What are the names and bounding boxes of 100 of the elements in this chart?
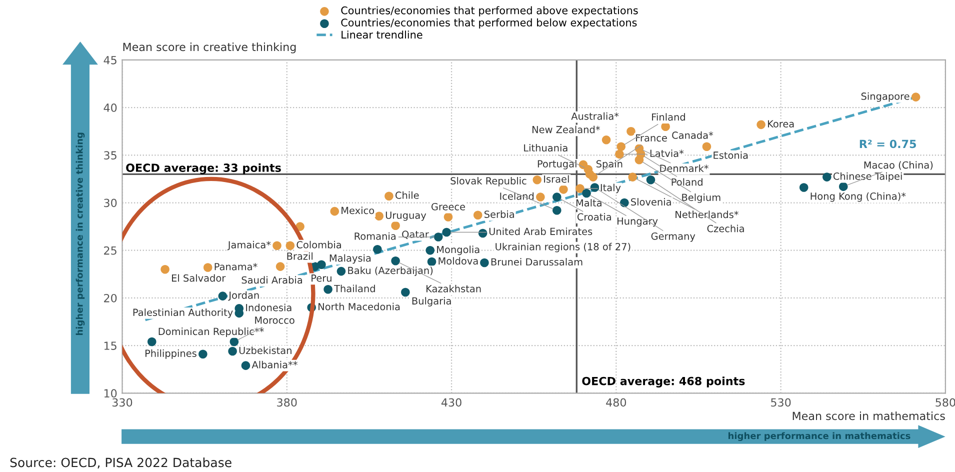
annotation: Jamaica* bbox=[227, 240, 271, 250]
point bbox=[374, 212, 384, 220]
annotation: Chile bbox=[396, 191, 419, 199]
annotation: Estonia bbox=[714, 151, 748, 159]
point bbox=[147, 337, 156, 346]
legend-label: Linear trendline bbox=[342, 30, 422, 39]
point bbox=[198, 350, 208, 359]
point bbox=[702, 142, 712, 151]
annotation: Canada* bbox=[672, 131, 714, 139]
annotation: Hungary bbox=[617, 218, 658, 227]
y-tick-label: 20 bbox=[104, 294, 117, 302]
point bbox=[427, 257, 436, 266]
annotation: Panama* bbox=[214, 262, 258, 270]
annotation: Romania bbox=[354, 232, 396, 240]
annotation: Iceland bbox=[500, 192, 534, 200]
point bbox=[276, 262, 285, 271]
source-note: Source: OECD, PISA 2022 Database bbox=[10, 458, 232, 468]
point bbox=[473, 210, 482, 220]
annotation: Greece bbox=[431, 203, 466, 210]
annotation: Moldova bbox=[438, 257, 478, 265]
y-tick-label: 40 bbox=[104, 104, 117, 112]
point bbox=[634, 156, 644, 164]
x-tick-label: 430 bbox=[441, 398, 462, 407]
text: higher performance in mathematics bbox=[728, 432, 910, 442]
x-axis-title: Mean score in mathematics bbox=[792, 412, 945, 420]
point bbox=[401, 288, 410, 297]
annotation: Germany bbox=[651, 232, 696, 242]
point bbox=[373, 245, 382, 254]
annotation: Lithuania bbox=[524, 144, 568, 152]
annotation: Hong Kong (China)* bbox=[810, 192, 906, 202]
annotation: Denmark* bbox=[660, 164, 708, 172]
point bbox=[317, 260, 326, 270]
legend-label: Countries/economies that performed below expectations bbox=[341, 18, 637, 28]
annotation: Slovenia bbox=[631, 198, 671, 206]
point bbox=[324, 285, 332, 294]
point bbox=[799, 183, 808, 192]
annotation: Morocco bbox=[255, 316, 294, 324]
annotation: Uzbekistan bbox=[239, 346, 292, 354]
point bbox=[228, 346, 237, 356]
point bbox=[646, 176, 656, 184]
x-tick-label: 530 bbox=[771, 398, 791, 407]
point bbox=[241, 361, 250, 370]
annotation: Malaysia bbox=[330, 254, 371, 264]
y-tick-label: 45 bbox=[104, 56, 116, 64]
point bbox=[559, 185, 568, 194]
annotation: Singapore bbox=[861, 92, 910, 102]
x-tick-label: 480 bbox=[606, 398, 626, 407]
ref-line-label: OECD average: 468 points bbox=[582, 376, 745, 388]
point bbox=[616, 142, 626, 151]
text: higher performance in creative thinking bbox=[76, 132, 85, 336]
y-tick-label: 35 bbox=[104, 151, 116, 160]
annotation: Brazil bbox=[287, 252, 313, 260]
annotation: Saudi Arabia bbox=[242, 276, 302, 284]
annotation: Palestinian Authority bbox=[133, 308, 233, 318]
point bbox=[576, 184, 584, 193]
point bbox=[442, 228, 451, 237]
point bbox=[203, 263, 212, 272]
annotation: Latvia* bbox=[650, 149, 684, 158]
y-tick-label: 25 bbox=[104, 246, 116, 255]
point bbox=[426, 246, 435, 255]
annotation: Mongolia bbox=[437, 246, 480, 256]
annotation: France bbox=[636, 134, 667, 142]
annotation: Portugal bbox=[538, 160, 576, 170]
annotation: Uruguay bbox=[386, 212, 426, 221]
point bbox=[218, 292, 228, 300]
point bbox=[756, 120, 766, 130]
annotation: Qatar bbox=[402, 230, 429, 240]
annotation: Ukrainian regions (18 of 27) bbox=[496, 242, 630, 252]
ref-line-label: OECD average: 33 points bbox=[126, 163, 281, 174]
y-tick-label: 10 bbox=[104, 389, 117, 398]
annotation: Brunei Darussalam bbox=[491, 258, 582, 266]
point bbox=[384, 192, 394, 200]
annotation: Korea bbox=[768, 120, 794, 128]
point bbox=[480, 258, 489, 268]
annotation: Philippines bbox=[145, 349, 196, 359]
annotation: Czechia bbox=[707, 224, 744, 232]
y-tick-label: 30 bbox=[104, 198, 117, 208]
point bbox=[588, 172, 598, 182]
legend-label: Countries/economies that performed above expectations bbox=[341, 6, 638, 16]
annotation: Colombia bbox=[296, 240, 341, 248]
annotation: Spain bbox=[596, 160, 622, 170]
point bbox=[532, 176, 542, 184]
point bbox=[391, 256, 400, 266]
annotation: Belgium bbox=[682, 194, 720, 203]
point bbox=[552, 206, 562, 215]
point bbox=[160, 265, 170, 274]
point bbox=[628, 172, 638, 182]
x-tick-label: 380 bbox=[277, 398, 297, 407]
annotation: Finland bbox=[652, 113, 685, 121]
annotation: Israel bbox=[544, 175, 569, 183]
annotation: Poland bbox=[672, 178, 702, 186]
annotation: Albania** bbox=[252, 360, 298, 368]
point bbox=[286, 241, 295, 250]
annotation: Indonesia bbox=[246, 304, 292, 312]
point bbox=[822, 172, 832, 182]
point bbox=[615, 150, 624, 159]
point bbox=[582, 188, 591, 198]
point bbox=[911, 92, 920, 102]
annotation: Slovak Republic bbox=[450, 176, 526, 186]
annotation: R² = 0.75 bbox=[860, 140, 916, 148]
